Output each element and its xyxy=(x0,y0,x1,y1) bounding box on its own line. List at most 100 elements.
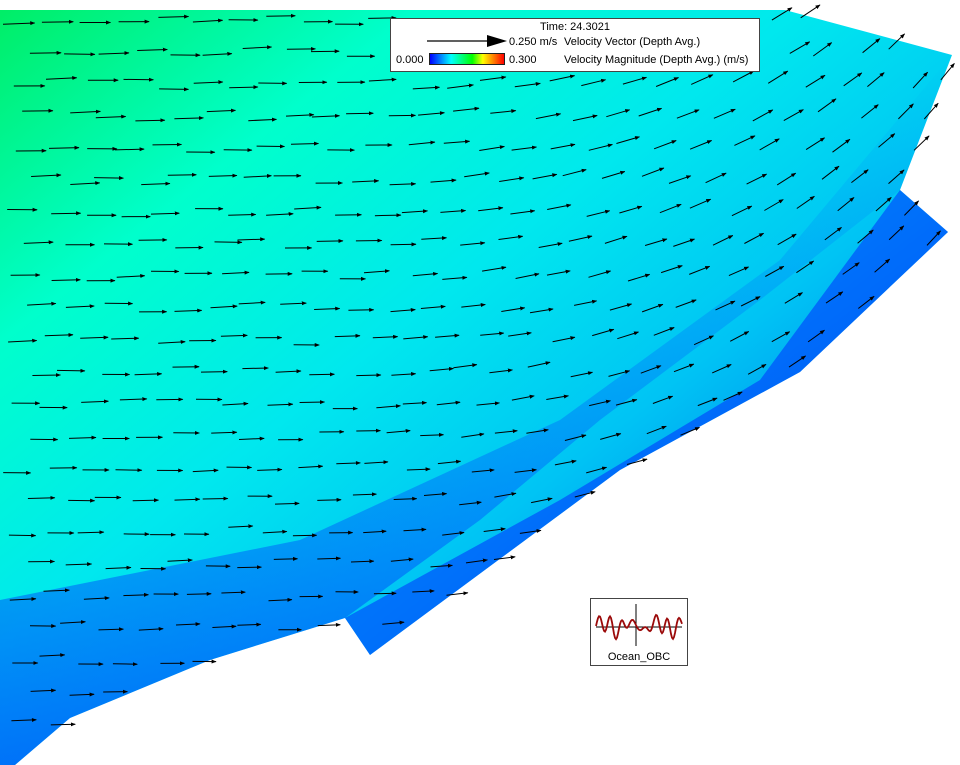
velocity-arrow-120 xyxy=(532,173,558,180)
velocity-arrow-168 xyxy=(421,236,447,241)
legend-box[interactable]: Time: 24.3021 0.250 m/s Velocity Vector … xyxy=(390,18,760,72)
velocity-arrow-401 xyxy=(317,622,341,627)
velocity-arrow-344 xyxy=(352,492,377,497)
velocity-arrow-62 xyxy=(311,113,340,118)
velocity-arrow-271 xyxy=(608,370,631,377)
velocity-arrow-63 xyxy=(346,111,374,116)
mesh-domain-shore-shade xyxy=(0,55,952,765)
velocity-arrow-141 xyxy=(374,213,402,218)
velocity-arrow-151 xyxy=(731,205,753,217)
velocity-arrow-41 xyxy=(514,81,541,88)
velocity-arrow-61 xyxy=(285,112,315,117)
velocity-arrow-383 xyxy=(123,592,149,597)
velocity-arrow-361 xyxy=(363,529,387,534)
reference-vector-arrow-icon xyxy=(427,35,507,47)
velocity-arrow-377 xyxy=(430,563,453,568)
velocity-arrow-266 xyxy=(429,366,454,372)
velocity-arrow-175 xyxy=(673,238,695,247)
velocity-arrow-96 xyxy=(588,143,613,151)
velocity-arrow-342 xyxy=(274,501,300,506)
velocity-arrow-163 xyxy=(237,237,266,242)
velocity-arrow-147 xyxy=(586,209,611,217)
velocity-arrow-255 xyxy=(32,373,61,378)
velocity-arrow-132 xyxy=(51,211,82,216)
velocity-arrow-311 xyxy=(494,429,518,434)
velocity-arrow-125 xyxy=(705,172,727,184)
velocity-arrow-153 xyxy=(796,195,815,209)
velocity-arrow-287 xyxy=(376,404,401,409)
velocity-arrow-382 xyxy=(83,596,110,601)
velocity-arrow-340 xyxy=(202,496,229,501)
velocity-arrow-343 xyxy=(317,497,342,502)
velocity-arrow-15 xyxy=(98,51,130,56)
velocity-arrow-387 xyxy=(268,597,293,602)
time-label: Time: 24.3021 xyxy=(540,21,610,33)
velocity-arrow-219 xyxy=(420,304,446,309)
velocity-arrow-14 xyxy=(64,52,96,57)
ocean-obc-boundary-condition[interactable]: Ocean_OBC xyxy=(590,598,688,666)
velocity-arrow-116 xyxy=(389,181,417,186)
velocity-arrow-33 xyxy=(229,85,259,90)
velocity-arrow-358 xyxy=(262,529,288,534)
velocity-arrow-397 xyxy=(175,622,201,627)
velocity-arrow-351 xyxy=(8,533,37,538)
reference-vector-value: 0.250 m/s xyxy=(509,36,558,48)
velocity-arrow-149 xyxy=(659,203,682,214)
velocity-arrow-167 xyxy=(390,242,417,247)
velocity-arrow-348 xyxy=(494,492,517,498)
velocity-arrow-339 xyxy=(174,497,201,502)
velocity-arrow-186 xyxy=(116,273,146,278)
velocity-arrow-51 xyxy=(867,72,885,87)
velocity-arrow-157 xyxy=(23,240,54,245)
velocity-arrow-329 xyxy=(437,459,462,465)
velocity-arrow-60 xyxy=(248,117,277,122)
velocity-arrow-95 xyxy=(550,143,576,150)
velocity-arrow-110 xyxy=(167,172,197,177)
velocity-arrow-280 xyxy=(119,397,148,402)
velocity-arrow-297 xyxy=(723,391,743,401)
velocity-arrow-56 xyxy=(95,114,127,119)
velocity-arrow-112 xyxy=(243,173,272,178)
magnitude-max-label: 0.300 xyxy=(509,54,537,66)
velocity-arrow-249 xyxy=(617,331,639,340)
velocity-arrow-42 xyxy=(549,74,576,82)
velocity-arrow-284 xyxy=(267,402,294,407)
velocity-arrow-376 xyxy=(390,557,414,562)
velocity-arrow-269 xyxy=(527,361,551,368)
velocity-arrow-402 xyxy=(382,620,405,625)
velocity-arrow-111 xyxy=(208,173,238,178)
velocity-arrow-45 xyxy=(655,77,679,87)
velocity-arrow-229 xyxy=(784,292,803,304)
velocity-arrow-199 xyxy=(588,270,612,278)
velocity-arrow-410 xyxy=(69,692,95,697)
velocity-arrow-52 xyxy=(912,71,928,89)
velocity-arrow-205 xyxy=(796,260,815,274)
velocity-arrow-121 xyxy=(562,168,587,177)
velocity-arrow-148 xyxy=(619,205,643,214)
velocity-arrow-279 xyxy=(81,399,109,404)
velocity-arrow-350 xyxy=(574,490,596,498)
velocity-arrow-117 xyxy=(430,178,457,183)
velocity-arrow-28 xyxy=(45,76,78,81)
velocity-arrow-224 xyxy=(609,303,633,311)
velocity-arrow-81 xyxy=(48,145,80,150)
velocity-arrow-182 xyxy=(926,230,941,246)
velocity-arrow-101 xyxy=(759,138,780,151)
velocity-arrow-88 xyxy=(290,141,319,146)
velocity-arrow-374 xyxy=(317,556,341,561)
velocity-arrow-38 xyxy=(412,85,440,90)
velocity-arrow-309 xyxy=(420,432,444,437)
velocity-arrow-391 xyxy=(412,589,435,594)
velocity-arrow-315 xyxy=(646,425,667,435)
velocity-arrow-347 xyxy=(459,500,482,506)
velocity-arrow-44 xyxy=(622,76,647,85)
velocity-arrow-378 xyxy=(465,558,488,564)
velocity-arrow-169 xyxy=(460,241,486,246)
magnitude-colorbar xyxy=(429,53,505,65)
velocity-arrow-152 xyxy=(764,199,784,211)
velocity-arrow-412 xyxy=(11,717,37,722)
velocity-arrow-1 xyxy=(41,19,74,24)
velocity-arrow-308 xyxy=(386,429,411,434)
velocity-arrow-16 xyxy=(137,47,168,52)
